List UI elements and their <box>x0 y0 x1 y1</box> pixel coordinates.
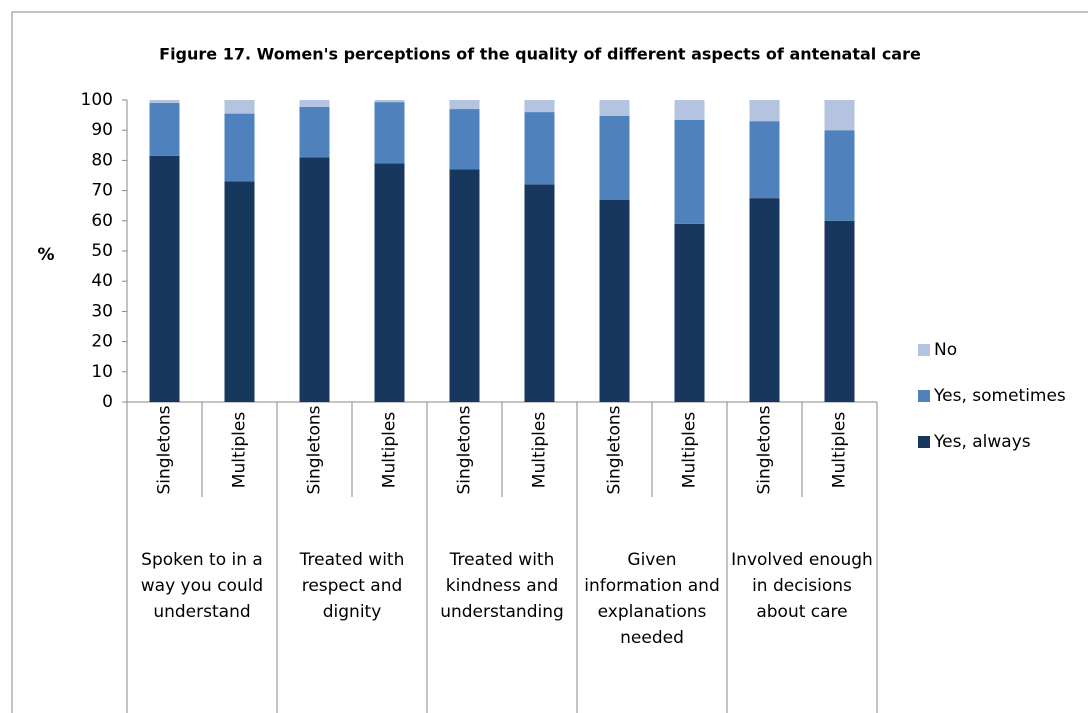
x-tick-label: Multiples <box>380 412 400 489</box>
x-tick-label: Singletons <box>455 405 475 494</box>
x-tick-label: Singletons <box>605 405 625 494</box>
y-tick-label: 30 <box>91 301 113 321</box>
bar-segment <box>824 130 855 221</box>
bar-segment <box>599 199 630 402</box>
bar-segment <box>674 119 705 224</box>
bar-segment <box>674 223 705 402</box>
bar-segment <box>749 121 780 199</box>
bar-segment <box>449 100 480 110</box>
y-tick-label: 90 <box>91 120 113 140</box>
bar-segment <box>824 100 855 131</box>
group-label: Given information and explanations neede… <box>584 550 720 648</box>
group-label: Treated with kindness and understanding <box>440 550 564 622</box>
legend-label: Yes, always <box>933 432 1031 452</box>
legend-label: Yes, sometimes <box>933 386 1066 406</box>
x-tick-label: Multiples <box>680 412 700 489</box>
bar-segment <box>299 100 330 107</box>
y-axis-label: % <box>37 245 54 265</box>
group-label: Spoken to in a way you could understand <box>140 550 264 622</box>
group-label: Treated with respect and dignity <box>299 550 405 622</box>
bar-segment <box>224 113 255 182</box>
legend-label: No <box>934 340 957 360</box>
bar-segment <box>374 163 405 402</box>
bar-segment <box>224 100 255 114</box>
bar-segment <box>524 112 555 185</box>
y-tick-label: 70 <box>91 181 113 201</box>
y-tick-label: 20 <box>91 332 113 352</box>
y-tick-label: 100 <box>81 90 113 110</box>
x-tick-label: Multiples <box>230 412 250 489</box>
bar-segment <box>824 220 855 402</box>
x-tick-label: Singletons <box>155 405 175 494</box>
y-tick-label: 0 <box>102 392 113 412</box>
bar-segment <box>599 100 630 117</box>
chart-frame <box>11 11 1088 713</box>
group-label: Involved enough in decisions about care <box>731 550 873 622</box>
legend-swatch <box>918 390 930 402</box>
bar-segment <box>599 116 630 200</box>
bar-segment <box>524 184 555 402</box>
legend-swatch <box>918 344 930 356</box>
bar-segment <box>224 181 255 402</box>
y-tick-label: 10 <box>91 362 113 382</box>
x-tick-label: Multiples <box>530 412 550 489</box>
bar-segment <box>149 100 180 104</box>
bar-segment <box>749 100 780 122</box>
bar-segment <box>449 109 480 170</box>
bar-segment <box>449 169 480 402</box>
chart-title: Figure 17. Women's perceptions of the qu… <box>159 45 921 64</box>
bar-segment <box>299 106 330 158</box>
y-tick-label: 60 <box>91 211 113 231</box>
bar-segment <box>299 157 330 402</box>
bar-segment <box>674 100 705 120</box>
x-tick-label: Singletons <box>305 405 325 494</box>
bar-segment <box>749 198 780 402</box>
x-tick-label: Multiples <box>830 412 850 489</box>
y-tick-label: 80 <box>91 150 113 170</box>
bar-segment <box>524 100 555 113</box>
bar-segment <box>149 155 180 402</box>
bar-segment <box>374 102 405 164</box>
legend-swatch <box>918 436 930 448</box>
bar-segment <box>374 100 405 103</box>
x-tick-label: Singletons <box>755 405 775 494</box>
y-tick-label: 40 <box>91 271 113 291</box>
bar-segment <box>149 103 180 156</box>
y-tick-label: 50 <box>91 241 113 261</box>
